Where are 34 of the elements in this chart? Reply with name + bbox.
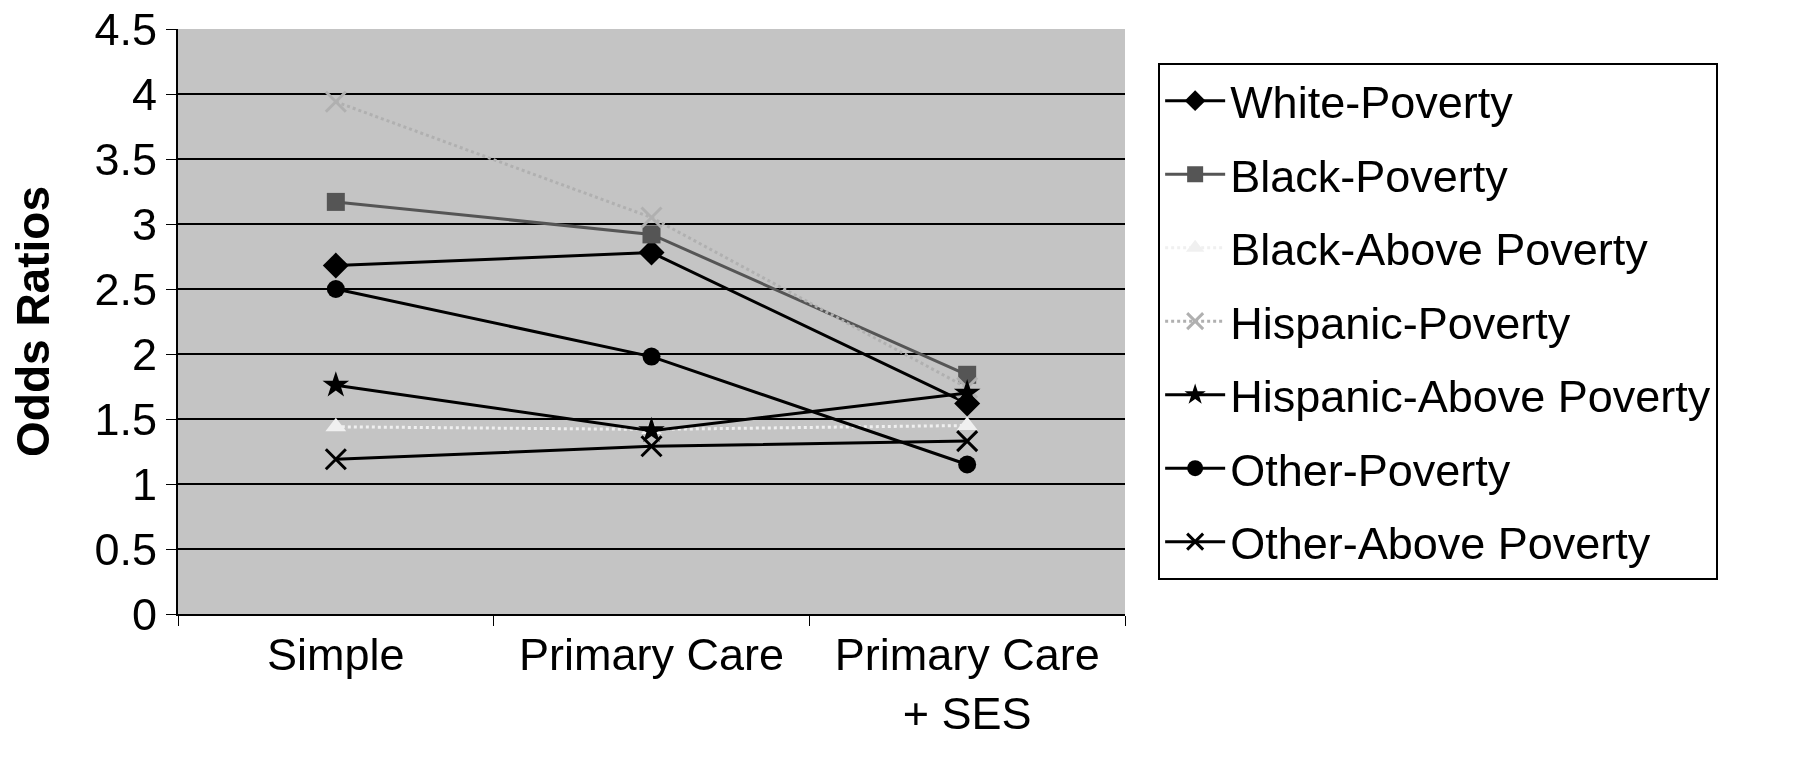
y-tick-label: 1	[131, 458, 157, 510]
y-tick-label: 0.5	[94, 523, 157, 575]
y-tick-label: 2	[131, 328, 157, 380]
y-tick-label: 1.5	[94, 393, 157, 445]
point	[640, 434, 663, 458]
point	[324, 447, 348, 471]
x-tick-label: Primary Care	[518, 629, 785, 680]
legend-label: White-Poverty	[1230, 77, 1514, 129]
point	[642, 225, 661, 244]
y-tick-label: 4.5	[94, 3, 157, 55]
y-tick-label: 2.5	[94, 263, 157, 315]
y-axis-title: Odds Ratios	[7, 186, 60, 457]
point	[322, 252, 349, 279]
point	[958, 455, 977, 474]
point	[326, 280, 345, 298]
y-tick-label: 0	[131, 588, 157, 640]
point	[955, 429, 979, 453]
x-tick-label: Primary Care + SES	[834, 629, 1100, 739]
x-tick-label: Simple	[267, 629, 405, 680]
point	[324, 90, 348, 114]
legend-label: Other-Above Poverty	[1230, 518, 1651, 570]
legend-label: Other-Poverty	[1230, 444, 1511, 496]
legend-label: Black-Poverty	[1230, 150, 1509, 202]
point	[638, 416, 665, 443]
legend-label: Black-Above Poverty	[1230, 224, 1649, 276]
y-tick-label: 3	[131, 198, 157, 250]
y-tick-label: 3.5	[94, 133, 157, 185]
point	[322, 371, 350, 397]
legend-label: Hispanic-Poverty	[1230, 297, 1571, 349]
point	[642, 347, 661, 366]
point	[326, 192, 345, 211]
legend-label: Hispanic-Above Poverty	[1230, 371, 1711, 423]
y-tick-label: 4	[131, 68, 157, 120]
point	[640, 206, 663, 229]
